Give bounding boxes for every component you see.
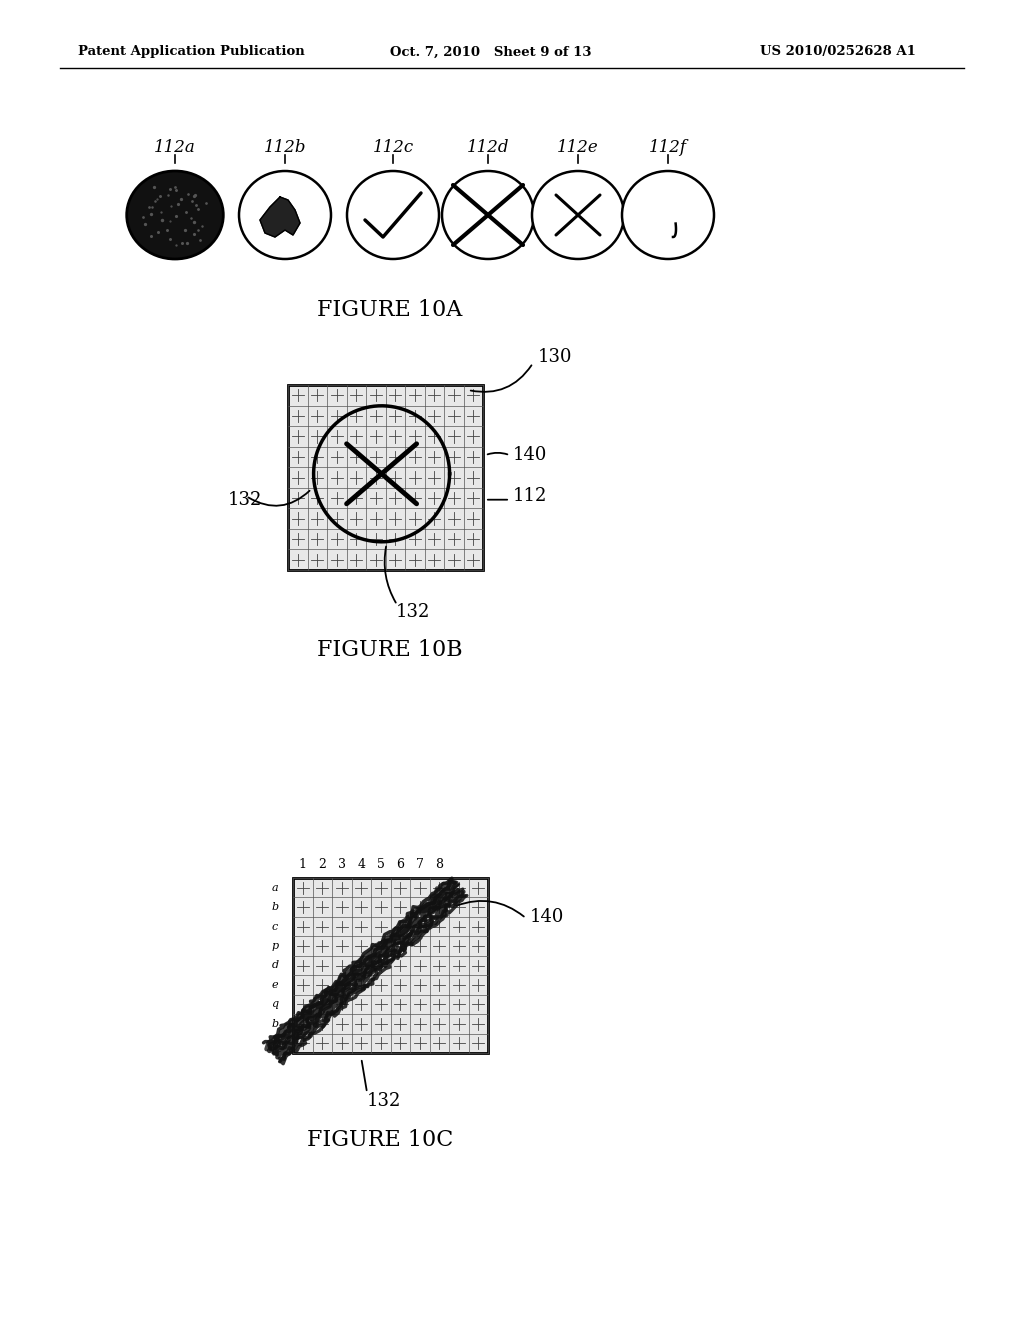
Text: 130: 130 [538, 348, 572, 366]
Text: 132: 132 [367, 1092, 401, 1110]
Text: 112d: 112d [467, 140, 509, 157]
Text: 112f: 112f [649, 140, 687, 157]
Text: 112a: 112a [155, 140, 196, 157]
Text: 5: 5 [377, 858, 385, 870]
Polygon shape [260, 197, 300, 238]
Text: Patent Application Publication: Patent Application Publication [78, 45, 305, 58]
Text: 7: 7 [416, 858, 424, 870]
Text: 140: 140 [513, 446, 548, 465]
Ellipse shape [347, 172, 439, 259]
Text: 112b: 112b [264, 140, 306, 157]
Text: 4: 4 [357, 858, 366, 870]
Text: 112e: 112e [557, 140, 599, 157]
Text: US 2010/0252628 A1: US 2010/0252628 A1 [760, 45, 915, 58]
Text: FIGURE 10C: FIGURE 10C [307, 1129, 454, 1151]
Text: d: d [271, 961, 279, 970]
Bar [293, 878, 488, 1053]
Text: 3: 3 [338, 858, 346, 870]
Text: 132: 132 [228, 491, 262, 508]
Ellipse shape [442, 172, 534, 259]
Ellipse shape [622, 172, 714, 259]
Text: FIGURE 10B: FIGURE 10B [317, 639, 463, 661]
Text: b: b [271, 902, 279, 912]
Text: 132: 132 [395, 603, 430, 620]
Text: q: q [271, 999, 279, 1010]
Ellipse shape [127, 172, 223, 259]
Text: 112c: 112c [373, 140, 414, 157]
Text: a: a [271, 883, 279, 892]
Text: e: e [271, 979, 279, 990]
Text: 1: 1 [299, 858, 307, 870]
Text: c: c [272, 921, 279, 932]
Text: FIGURE 10A: FIGURE 10A [317, 300, 463, 321]
Text: 140: 140 [530, 908, 564, 925]
Ellipse shape [239, 172, 331, 259]
Text: 112: 112 [513, 487, 548, 506]
Text: p: p [271, 1039, 279, 1048]
Text: 2: 2 [318, 858, 327, 870]
Text: 8: 8 [435, 858, 443, 870]
Ellipse shape [532, 172, 624, 259]
Bar [288, 385, 483, 570]
Text: Oct. 7, 2010   Sheet 9 of 13: Oct. 7, 2010 Sheet 9 of 13 [390, 45, 592, 58]
Text: b: b [271, 1019, 279, 1028]
Text: p: p [271, 941, 279, 950]
Text: 6: 6 [396, 858, 404, 870]
